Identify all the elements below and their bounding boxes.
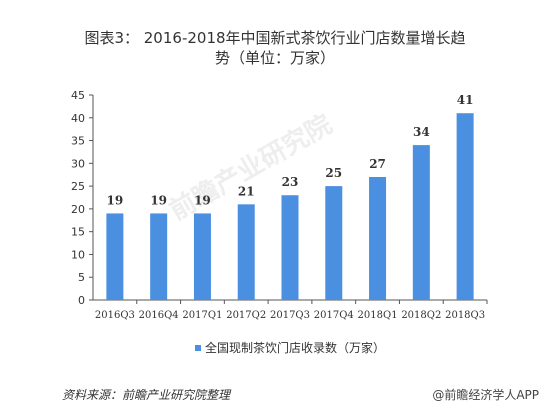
chart-title: 图表3： 2016-2018年中国新式茶饮行业门店数量增长趋 势（单位：万家） <box>40 28 510 68</box>
legend-label: 全国现制茶饮门店收录数（万家） <box>205 340 385 355</box>
x-tick-label: 2016Q3 <box>95 310 135 321</box>
y-tick-label: 35 <box>71 135 85 148</box>
x-tick-label: 2018Q2 <box>401 310 441 321</box>
bar <box>237 204 255 300</box>
x-tick-label: 2017Q4 <box>314 310 354 321</box>
chart-title-line2: 势（单位：万家） <box>214 49 335 67</box>
bar <box>281 195 299 300</box>
bar <box>456 113 474 300</box>
y-tick-label: 45 <box>71 89 85 102</box>
y-tick-label: 10 <box>71 248 85 261</box>
data-label: 19 <box>150 193 167 207</box>
bar <box>325 186 343 300</box>
y-tick-label: 0 <box>78 294 85 307</box>
x-tick-label: 2017Q2 <box>226 310 266 321</box>
data-label: 41 <box>457 93 474 107</box>
legend-swatch <box>195 345 201 351</box>
chart-title-line1: 图表3： 2016-2018年中国新式茶饮行业门店数量增长趋 <box>84 29 466 47</box>
x-tick-label: 2018Q1 <box>358 310 398 321</box>
bar <box>193 213 211 300</box>
data-label: 19 <box>107 193 124 207</box>
y-tick-label: 25 <box>71 180 85 193</box>
y-tick-label: 15 <box>71 226 85 239</box>
x-tick-label: 2016Q4 <box>139 310 179 321</box>
y-tick-label: 20 <box>71 203 85 216</box>
x-tick-label: 2018Q3 <box>445 310 485 321</box>
data-label: 25 <box>325 166 342 180</box>
source-note: 资料来源：前瞻产业研究院整理 <box>62 388 231 402</box>
y-tick-label: 5 <box>78 271 85 284</box>
bar <box>412 145 430 300</box>
bar <box>369 177 387 300</box>
data-label: 19 <box>194 193 211 207</box>
data-label: 23 <box>282 175 299 189</box>
x-tick-label: 2017Q3 <box>270 310 310 321</box>
bar <box>150 213 168 300</box>
y-tick-label: 40 <box>71 112 85 125</box>
brand-note: @前瞻经济学人APP <box>432 388 539 402</box>
data-label: 27 <box>369 157 386 171</box>
data-label: 21 <box>238 184 255 198</box>
bar <box>106 213 124 300</box>
data-label: 34 <box>413 125 430 139</box>
y-tick-label: 30 <box>71 157 85 170</box>
x-tick-label: 2017Q1 <box>182 310 222 321</box>
